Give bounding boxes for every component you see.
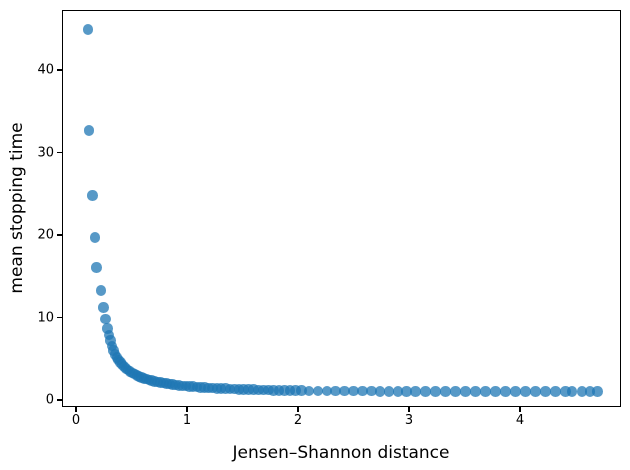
x-tick-label: 2	[293, 413, 303, 428]
data-point	[592, 386, 603, 398]
y-tick-mark	[57, 151, 62, 154]
data-point	[430, 386, 441, 397]
data-point	[460, 386, 471, 397]
data-point	[440, 386, 451, 397]
data-point	[401, 386, 413, 397]
data-point	[100, 313, 111, 325]
x-tick-label: 3	[404, 413, 414, 428]
data-point	[330, 385, 342, 397]
x-tick-mark	[186, 407, 188, 412]
data-point	[103, 329, 115, 341]
data-point	[273, 385, 285, 396]
data-point	[290, 385, 301, 396]
data-point	[296, 385, 307, 397]
y-tick-mark	[57, 399, 62, 401]
data-point	[91, 261, 102, 273]
data-point	[490, 386, 501, 397]
data-point	[510, 386, 521, 397]
data-point	[321, 385, 333, 397]
data-point	[392, 385, 404, 397]
data-point	[268, 384, 279, 396]
data-point	[312, 385, 324, 397]
data-point	[374, 385, 386, 397]
data-point	[87, 190, 98, 201]
data-point	[480, 386, 491, 397]
data-point	[97, 302, 109, 313]
data-point	[357, 385, 368, 397]
y-tick-label: 20	[37, 227, 54, 243]
data-point	[348, 385, 359, 397]
data-point	[284, 385, 296, 396]
x-tick-label: 0	[71, 413, 81, 428]
data-point	[104, 335, 116, 346]
data-point	[339, 385, 350, 397]
x-tick-label: 4	[515, 413, 525, 428]
y-tick-label: 10	[37, 310, 54, 326]
data-point	[383, 385, 395, 397]
data-point	[500, 386, 511, 397]
data-point	[89, 232, 101, 243]
y-axis-label: mean stopping time	[6, 122, 27, 294]
data-point	[420, 386, 431, 397]
x-tick-mark	[75, 407, 77, 412]
x-tick-label: 1	[182, 413, 192, 428]
data-point	[365, 385, 377, 397]
data-point	[576, 386, 588, 397]
data-point	[303, 385, 315, 397]
x-tick-mark	[297, 407, 299, 412]
data-point	[550, 386, 561, 397]
y-tick-label: 40	[37, 62, 54, 78]
y-tick-mark	[57, 69, 62, 71]
data-point	[83, 125, 95, 136]
data-point	[566, 386, 578, 397]
data-point	[279, 385, 290, 396]
y-tick-label: 0	[45, 392, 54, 408]
data-point	[410, 386, 421, 397]
plot-area: 0 1 2 3 4 0 10 20 30 40	[37, 10, 621, 427]
y-tick-mark	[57, 316, 62, 319]
data-point	[101, 322, 113, 334]
data-point	[584, 386, 596, 397]
y-tick-mark	[57, 234, 62, 236]
data-point	[95, 285, 107, 296]
x-tick-mark	[408, 407, 410, 412]
data-point	[82, 24, 94, 36]
data-point	[470, 386, 481, 397]
data-point	[450, 386, 461, 397]
x-axis-label: Jensen–Shannon distance	[232, 443, 450, 463]
data-point	[560, 386, 571, 397]
y-tick-label: 30	[37, 145, 54, 161]
x-tick-mark	[519, 407, 521, 412]
data-point	[520, 386, 531, 397]
data-point	[530, 386, 541, 397]
data-point	[540, 386, 551, 397]
